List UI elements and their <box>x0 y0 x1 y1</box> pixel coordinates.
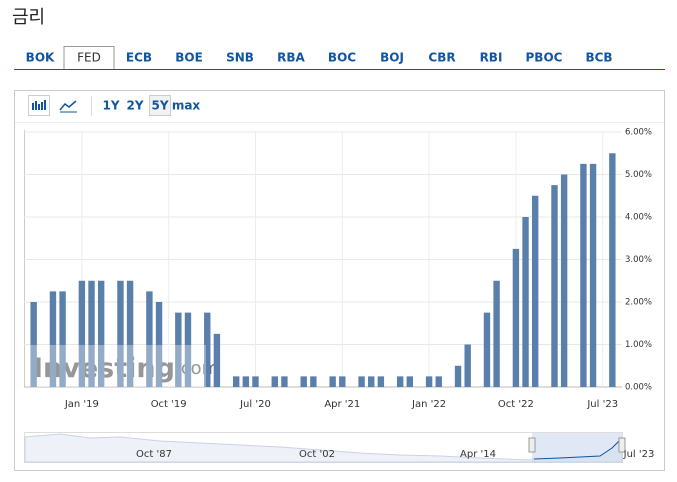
active-range-box <box>149 95 171 116</box>
navigator-label: Oct '87 <box>136 449 172 460</box>
bar <box>531 195 539 387</box>
bar <box>271 376 278 387</box>
x-tick-label: Oct '22 <box>498 399 534 410</box>
plot: 0.00% 1.00% 2.00% 3.00% 4.00% 5.00% 6.00% Jan '… <box>24 128 652 410</box>
navigator-label: Oct '02 <box>299 449 335 460</box>
tab[interactable]: BCB <box>585 51 612 65</box>
active-tab-box <box>63 46 115 70</box>
tab[interactable]: BOE <box>175 51 203 65</box>
bar <box>560 174 568 387</box>
tab[interactable]: BOC <box>328 51 356 65</box>
line-chart-toggle[interactable] <box>59 100 77 111</box>
tab[interactable]: BOK <box>26 51 55 65</box>
bar <box>310 376 317 387</box>
range-button[interactable]: 2Y <box>126 99 143 113</box>
bar <box>406 376 414 387</box>
bar <box>300 376 307 387</box>
x-tick-label: Jul '20 <box>239 399 271 410</box>
tab[interactable]: PBOC <box>526 51 563 65</box>
bar <box>580 163 587 387</box>
bar <box>184 312 192 387</box>
bar <box>97 280 105 387</box>
tab[interactable]: BOJ <box>380 51 404 65</box>
bar <box>281 376 288 387</box>
watermark-veil <box>30 345 206 387</box>
bar-icon <box>32 100 46 110</box>
bar <box>493 280 500 387</box>
bar <box>146 291 153 387</box>
range-button[interactable]: 1Y <box>102 99 119 113</box>
navigator-label: Jul '23 <box>623 449 655 460</box>
bar <box>59 291 66 387</box>
bar <box>483 312 491 387</box>
y-tick-label: 6.00% <box>625 128 652 138</box>
bar <box>358 376 365 387</box>
tab[interactable]: RBA <box>277 51 305 65</box>
bar <box>204 312 211 387</box>
bar <box>252 376 259 387</box>
range-button[interactable]: 5Y <box>151 99 168 113</box>
bar <box>30 302 37 387</box>
bar <box>368 376 375 387</box>
tab[interactable]: ECB <box>126 51 152 65</box>
y-tick-label: 5.00% <box>625 170 652 180</box>
bar <box>512 248 520 387</box>
bar <box>78 280 86 387</box>
y-tick-label: 1.00% <box>625 340 652 350</box>
bar <box>589 163 597 387</box>
bar <box>377 376 385 387</box>
bar <box>213 333 221 387</box>
bar <box>339 376 346 387</box>
y-tick-label: 3.00% <box>625 255 652 265</box>
navigator-selected-line <box>533 439 621 460</box>
bar <box>522 217 529 387</box>
tab-bar: BOK FED ECB BOE SNB RBA BOC BOJ CBR RBI PBOC BCB <box>26 46 613 70</box>
y-tick-label: 2.00% <box>625 298 652 308</box>
bar <box>88 280 95 387</box>
y-tick-label: 4.00% <box>625 213 652 223</box>
tab[interactable]: CBR <box>428 51 455 65</box>
bar <box>396 376 404 387</box>
bar <box>242 376 250 387</box>
navigator-labels: Oct '87 Oct '02 Apr '14 Jul '23 <box>136 449 654 460</box>
bar <box>609 153 616 387</box>
bar <box>232 376 240 387</box>
y-tick-label: 0.00% <box>625 383 652 393</box>
tab[interactable]: RBI <box>480 51 503 65</box>
bar <box>551 185 558 387</box>
bar <box>425 376 433 387</box>
range-button[interactable]: max <box>172 99 201 113</box>
navigator-label: Apr '14 <box>460 449 496 460</box>
bar <box>126 280 134 387</box>
bar <box>435 376 442 387</box>
bar <box>117 280 124 387</box>
x-tick-label: Jan '22 <box>411 399 446 410</box>
bar <box>464 344 471 387</box>
navigator-handle-right[interactable] <box>618 437 626 453</box>
x-tick-label: Oct '19 <box>151 399 187 410</box>
page-title: 금리 <box>12 7 45 28</box>
tab[interactable]: SNB <box>226 51 254 65</box>
range-buttons: 1Y 2Y 5Y max <box>102 95 201 116</box>
tab[interactable]: FED <box>77 51 101 65</box>
bar <box>329 376 336 387</box>
bar <box>49 291 57 387</box>
bar <box>175 312 182 387</box>
x-tick-label: Jul '23 <box>586 399 618 410</box>
bar <box>155 302 163 387</box>
x-tick-label: Jan '19 <box>64 399 99 410</box>
x-tick-label: Apr '21 <box>324 399 360 410</box>
bar <box>454 365 462 387</box>
navigator-handle-left[interactable] <box>528 437 536 453</box>
